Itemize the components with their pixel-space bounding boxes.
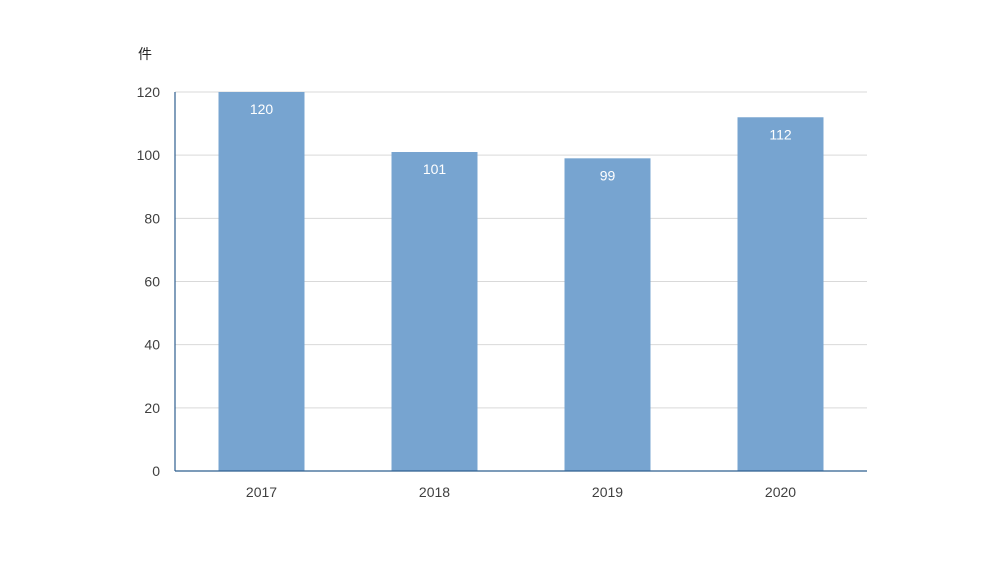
y-tick-label: 100 [137, 147, 161, 163]
axes [174, 92, 867, 472]
y-tick-labels: 0 20 40 60 80 100 120 [137, 84, 161, 479]
x-tick-label: 2017 [246, 484, 277, 500]
y-tick-label: 20 [144, 400, 160, 416]
data-label: 101 [423, 161, 447, 177]
data-labels: 120 101 99 112 [250, 101, 792, 183]
y-tick-label: 120 [137, 84, 161, 100]
bar [564, 158, 651, 471]
x-tick-label: 2020 [765, 484, 796, 500]
y-tick-label: 60 [144, 274, 160, 290]
bar [218, 92, 305, 471]
bar [737, 117, 824, 472]
y-tick-label: 80 [144, 210, 160, 226]
y-axis-unit-label: 件 [138, 47, 152, 63]
data-label: 120 [250, 101, 274, 117]
bar [391, 152, 478, 471]
y-tick-label: 40 [144, 337, 160, 353]
x-tick-labels: 2017 2018 2019 2020 [246, 484, 796, 500]
data-label: 99 [600, 167, 616, 183]
bars [218, 92, 824, 472]
y-tick-label: 0 [152, 463, 160, 479]
x-tick-label: 2019 [592, 484, 623, 500]
x-tick-label: 2018 [419, 484, 450, 500]
data-label: 112 [769, 126, 792, 142]
